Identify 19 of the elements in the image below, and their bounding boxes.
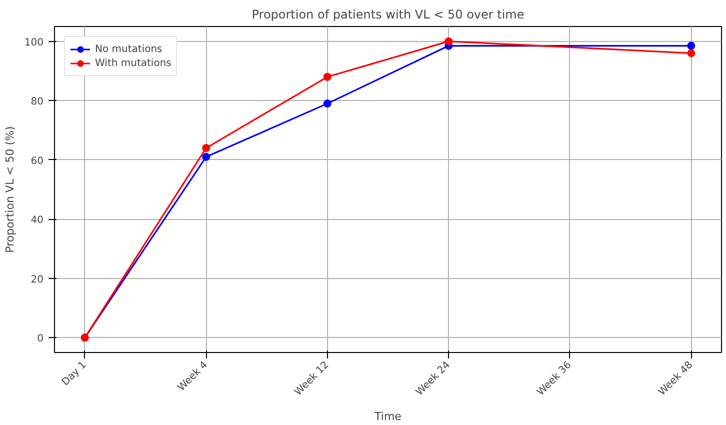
point [323, 72, 332, 81]
point [687, 49, 696, 58]
y-tick-label: 100 [24, 37, 44, 48]
legend-label: With mutations [95, 56, 172, 70]
y-tick-label: 40 [30, 215, 44, 226]
x-axis-title: Time [374, 410, 402, 423]
y-tick-label: 0 [37, 334, 44, 345]
point [444, 37, 453, 46]
y-tick-label: 80 [30, 96, 44, 108]
chart-title: Proportion of patients with VL < 50 over time [252, 8, 524, 22]
y-tick-label: 60 [30, 156, 44, 167]
y-axis-title: Proportion VL < 50 (%) [3, 126, 16, 253]
point [687, 42, 696, 50]
y-tick-label: 20 [30, 274, 44, 286]
point [202, 152, 210, 161]
point [323, 100, 332, 108]
x-tick-label: Day 1 [60, 360, 89, 388]
point [202, 144, 210, 152]
legend-label: No mutations [95, 42, 162, 56]
